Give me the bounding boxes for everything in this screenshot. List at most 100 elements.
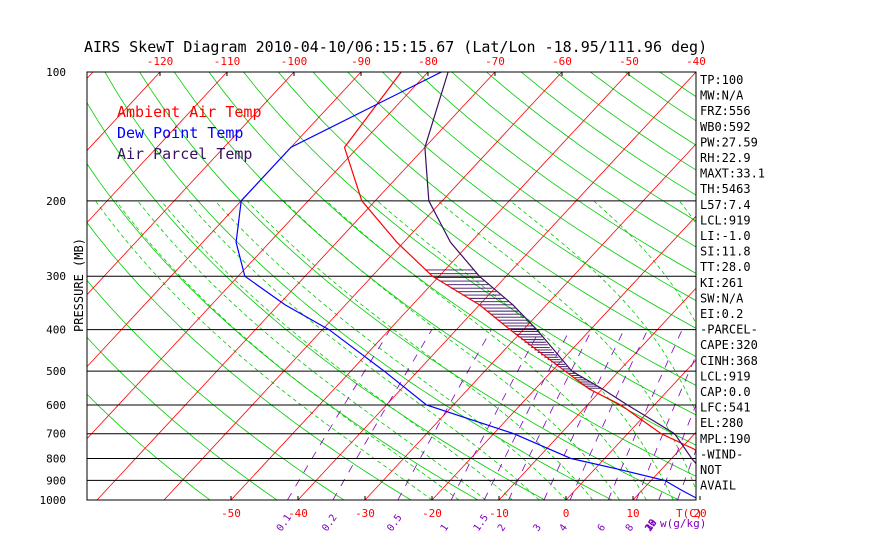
- stability-index-label: NOT: [700, 463, 722, 477]
- stability-index-label: CAPE:320: [700, 338, 758, 352]
- isotherm-line: [364, 143, 696, 500]
- bottom-temperature-ticks: -50 -40 -30 -20 -10 0 10 20: [221, 496, 707, 520]
- stability-index-label: RH:22.9: [700, 151, 751, 165]
- stability-index-label: KI:261: [700, 276, 743, 290]
- dry-adiabat-line: [764, 72, 870, 500]
- mixing-ratio-label: 0.2: [320, 513, 339, 534]
- moist-adiabat-line: [437, 200, 696, 491]
- isotherm-line: [87, 72, 362, 368]
- moist-adiabat-line: [95, 200, 433, 500]
- top-tick-label: -100: [281, 55, 308, 68]
- bottom-tick-label: -10: [489, 507, 509, 520]
- top-tick-label: -50: [619, 55, 639, 68]
- isotherm-line: [498, 287, 696, 500]
- dry-adiabat-line: [87, 336, 278, 500]
- series-lines: [235, 72, 696, 499]
- stability-index-label: TH:5463: [700, 182, 751, 196]
- isotherm-line: [87, 72, 228, 224]
- mixing-ratio-line: [483, 329, 571, 500]
- mixing-ratio-line: [569, 329, 649, 500]
- dry-adiabats: [87, 72, 870, 500]
- bottom-tick-label: -20: [422, 507, 442, 520]
- mixing-ratio-label: 6: [596, 522, 608, 533]
- moist-adiabat-line: [283, 200, 620, 500]
- dry-adiabat-line: [416, 72, 696, 274]
- stability-index-label: AVAIL: [700, 479, 736, 493]
- pressure-tick-label: 100: [46, 66, 66, 79]
- stability-index-label: TT:28.0: [700, 260, 751, 274]
- stability-index-label: LFC:541: [700, 401, 751, 415]
- isotherm-line: [0, 72, 26, 500]
- bottom-tick-label: 10: [626, 507, 639, 520]
- bottom-tick-label: 20: [693, 507, 706, 520]
- stability-index-label: LCL:919: [700, 369, 751, 383]
- series-line-2: [424, 72, 696, 465]
- top-tick-label: -40: [686, 55, 706, 68]
- moist-adiabat-line: [754, 201, 807, 500]
- dry-adiabat-line: [799, 72, 870, 500]
- stability-index-label: MAXT:33.1: [700, 167, 765, 181]
- pressure-tick-label: 900: [46, 474, 66, 487]
- pressure-tick-label: 700: [46, 428, 66, 441]
- isotherm-line: [767, 72, 870, 500]
- temperature-unit-label: T(C): [676, 507, 703, 520]
- series-line-1: [235, 72, 696, 499]
- isotherm-line: [87, 72, 295, 296]
- mixing-ratio-line: [636, 354, 696, 500]
- dry-adiabat-line: [277, 72, 696, 386]
- bottom-tick-label: -40: [288, 507, 308, 520]
- isobars: [87, 72, 696, 500]
- dry-adiabat-line: [87, 393, 211, 500]
- mixing-ratio-label: 30: [643, 518, 659, 534]
- moist-adiabat-line: [246, 200, 594, 500]
- mixing-ratio-label: 2: [496, 522, 508, 533]
- stability-index-label: -WIND-: [700, 447, 743, 461]
- isotherm-line: [297, 72, 696, 500]
- plot-frame: [86, 71, 697, 501]
- dry-adiabat-line: [87, 222, 412, 500]
- pressure-tick-labels: 100 200 300 400 500 600 700 800 900 1000: [40, 66, 67, 507]
- mixing-ratio-label: 8: [624, 522, 636, 533]
- moist-adiabat-line: [137, 200, 486, 500]
- y-axis-label: PRESSURE (MB): [72, 238, 86, 332]
- isotherms: [0, 72, 870, 500]
- top-tick-label: -70: [485, 55, 505, 68]
- isotherm-line: [834, 72, 870, 500]
- legend-dew-point-temp: Dew Point Temp: [117, 124, 243, 142]
- mixing-ratio-line: [332, 329, 433, 500]
- isotherm-line: [87, 72, 161, 152]
- stability-index-label: PW:27.59: [700, 135, 758, 149]
- mixing-ratio-label: 1: [439, 522, 451, 533]
- top-tick-label: -80: [418, 55, 438, 68]
- pressure-tick-label: 300: [46, 270, 66, 283]
- stability-index-label: TP:100: [700, 73, 743, 87]
- stability-index-label: FRZ:556: [700, 104, 751, 118]
- mixing-ratio-line: [287, 329, 391, 500]
- top-tick-label: -110: [214, 55, 241, 68]
- mixing-ratio-unit-label: w(g/kg): [660, 517, 706, 530]
- top-temperature-ticks: -120 -110 -100 -90 -80 -70 -60 -50 -40: [147, 55, 706, 76]
- pressure-tick-label: 500: [46, 365, 66, 378]
- dry-adiabat-line: [451, 72, 696, 248]
- bottom-tick-label: 0: [563, 507, 570, 520]
- stability-index-label: MW:N/A: [700, 89, 744, 103]
- stability-index-label: CINH:368: [700, 354, 758, 368]
- mixing-ratio-label: 3: [531, 522, 543, 533]
- stability-index-label: SW:N/A: [700, 291, 744, 305]
- bottom-tick-label: -50: [221, 507, 241, 520]
- legend-air-parcel-temp: Air Parcel Temp: [117, 145, 252, 163]
- dry-adiabat-line: [243, 72, 696, 416]
- pressure-tick-label: 200: [46, 195, 66, 208]
- moist-adiabat-line: [326, 200, 647, 500]
- stability-index-label: CAP:0.0: [700, 385, 751, 399]
- dry-adiabat-line: [312, 72, 696, 357]
- dry-adiabat-line: [104, 72, 613, 500]
- top-tick-label: -60: [552, 55, 572, 68]
- isotherm-line: [565, 359, 696, 500]
- isotherm-line: [230, 72, 630, 500]
- stability-index-label: WB0:592: [700, 120, 751, 134]
- moist-adiabat-line: [160, 200, 513, 500]
